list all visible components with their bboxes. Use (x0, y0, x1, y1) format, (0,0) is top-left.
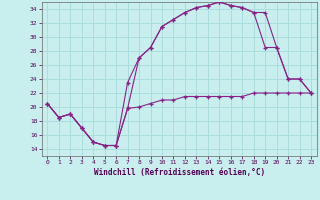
X-axis label: Windchill (Refroidissement éolien,°C): Windchill (Refroidissement éolien,°C) (94, 168, 265, 177)
